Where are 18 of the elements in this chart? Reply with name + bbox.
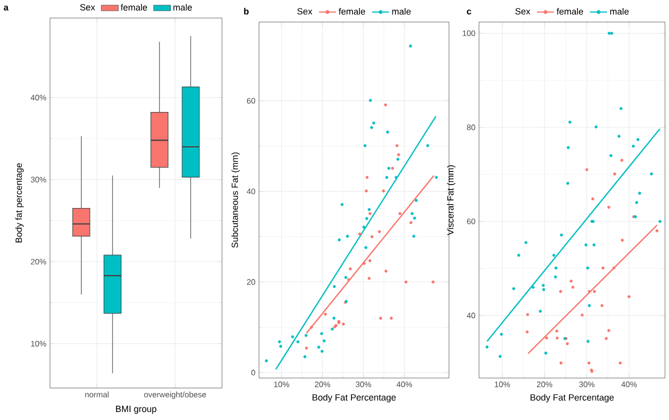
legend-label: female — [120, 4, 148, 11]
x-axis-title: BMI group — [116, 406, 156, 414]
legend-label: female — [338, 8, 366, 15]
y-axis-title: Body fat percentage — [15, 163, 24, 242]
legend-label: male — [392, 8, 411, 15]
y-axis-title: Subcutaneous Fat (mm) — [231, 152, 240, 248]
x-axis-title: Body Fat Percentage — [312, 394, 396, 402]
legend-title: Sex — [515, 8, 530, 15]
chart-title: a — [4, 6, 9, 11]
legend-label: male — [173, 4, 192, 11]
legend-title: Sex — [297, 8, 312, 15]
x-axis-title: Body Fat Percentage — [530, 394, 614, 402]
chart-title: c — [466, 10, 472, 15]
legend-label: male — [610, 8, 629, 15]
legend-title: Sex — [80, 4, 96, 10]
legend-label: female — [556, 8, 584, 15]
y-axis-title: Visceral Fat (mm) — [446, 165, 456, 236]
chart-title: b — [244, 8, 249, 15]
